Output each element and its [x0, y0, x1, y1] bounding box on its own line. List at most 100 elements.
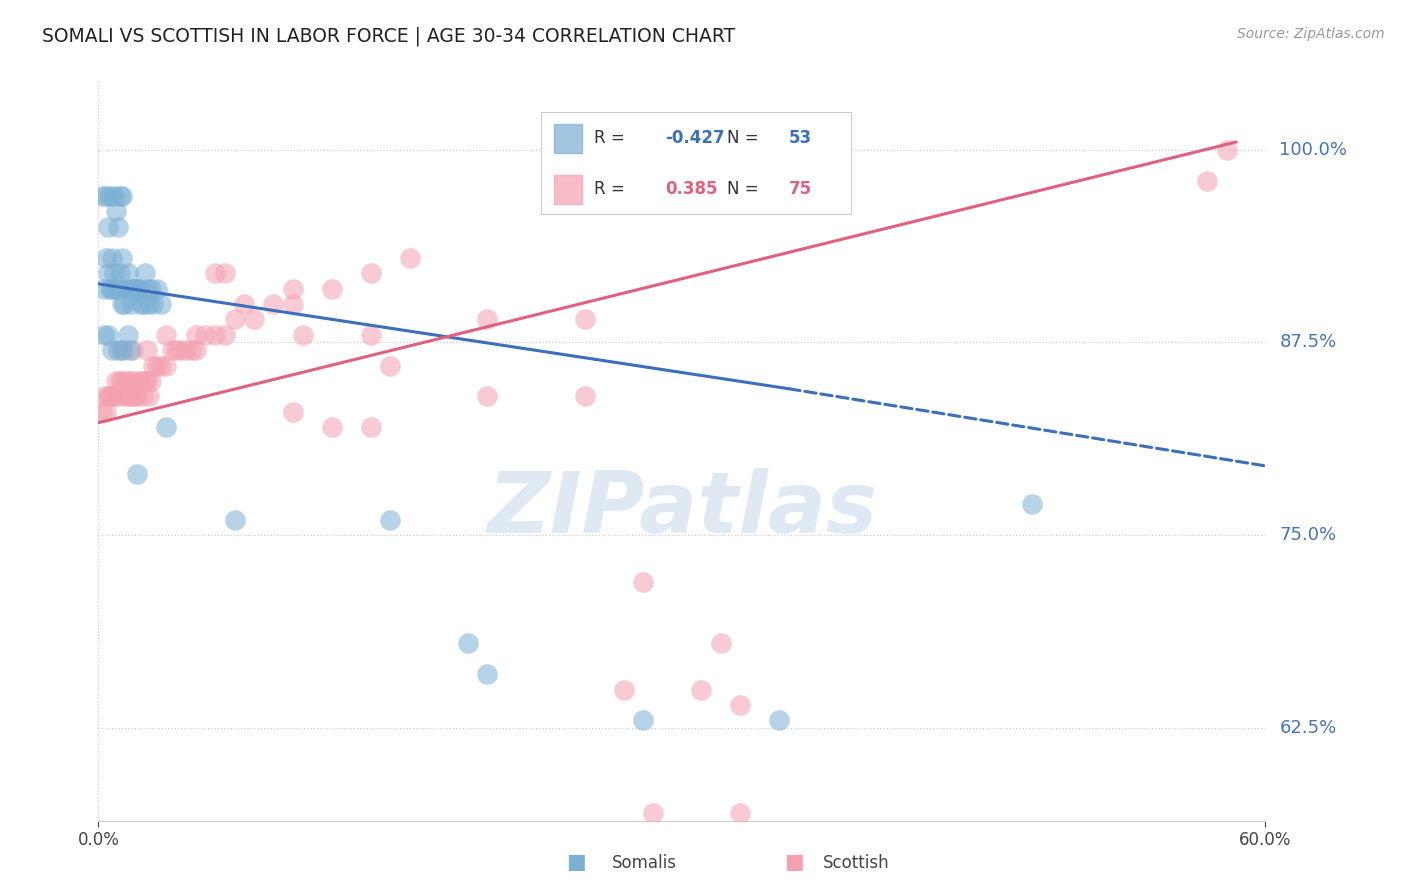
Point [710, 636, 733, 650]
Point [574, 312, 596, 326]
Text: Scottish: Scottish [823, 855, 889, 872]
Point [262, 297, 284, 311]
Point [641, 805, 664, 820]
Point [224, 513, 246, 527]
Text: 62.5%: 62.5% [1279, 719, 1337, 737]
Point [194, 327, 217, 342]
Point [124, 281, 146, 295]
Point [128, 281, 150, 295]
Point [214, 266, 236, 280]
Point [204, 266, 226, 280]
Point [169, 343, 191, 358]
Point [122, 374, 145, 388]
Bar [554, 175, 582, 204]
Point [136, 374, 159, 388]
Point [97, 266, 120, 280]
Point [1215, 143, 1237, 157]
Text: 53: 53 [789, 129, 811, 147]
Point [97, 327, 120, 342]
Text: 75.0%: 75.0% [1279, 526, 1337, 544]
Point [146, 359, 169, 373]
Point [114, 374, 136, 388]
Point [142, 359, 165, 373]
Point [146, 281, 169, 295]
Point [457, 636, 479, 650]
Point [690, 682, 713, 697]
Point [103, 389, 125, 403]
Point [124, 389, 146, 403]
Point [574, 389, 596, 403]
Point [111, 189, 134, 203]
Text: R =: R = [593, 180, 636, 198]
Point [129, 297, 152, 311]
Point [118, 343, 141, 358]
Point [111, 343, 134, 358]
Point [104, 374, 127, 388]
Point [380, 359, 402, 373]
Point [136, 281, 159, 295]
Point [111, 297, 134, 311]
Point [398, 251, 420, 265]
Text: Source: ZipAtlas.com: Source: ZipAtlas.com [1237, 27, 1385, 41]
Point [104, 281, 127, 295]
Point [730, 698, 752, 712]
Point [360, 327, 382, 342]
Point [477, 667, 499, 681]
Point [117, 389, 139, 403]
Point [149, 297, 172, 311]
Text: ■: ■ [567, 853, 586, 872]
Text: R =: R = [593, 129, 630, 147]
Point [174, 343, 197, 358]
Point [108, 266, 131, 280]
Point [108, 374, 131, 388]
Point [112, 389, 135, 403]
Point [224, 312, 246, 326]
Point [93, 389, 115, 403]
Point [631, 574, 654, 589]
Text: -0.427: -0.427 [665, 129, 724, 147]
Point [101, 251, 124, 265]
Point [1021, 498, 1043, 512]
Text: ZIPatlas: ZIPatlas [486, 468, 877, 551]
Point [101, 343, 124, 358]
Bar [554, 124, 582, 153]
Point [204, 327, 226, 342]
Text: 87.5%: 87.5% [1279, 334, 1337, 351]
Point [136, 343, 159, 358]
Text: 75: 75 [789, 180, 811, 198]
Point [98, 281, 121, 295]
Point [155, 420, 177, 434]
Point [118, 374, 141, 388]
Point [162, 343, 184, 358]
Point [107, 343, 129, 358]
Point [121, 297, 143, 311]
Point [121, 389, 143, 403]
Point [138, 389, 160, 403]
Point [477, 389, 499, 403]
Text: ■: ■ [785, 853, 804, 872]
Point [155, 327, 177, 342]
Point [138, 297, 160, 311]
Point [112, 297, 135, 311]
Point [360, 420, 382, 434]
Point [103, 189, 125, 203]
Point [127, 389, 149, 403]
Point [291, 327, 314, 342]
Point [730, 805, 752, 820]
Point [96, 251, 118, 265]
Point [108, 189, 131, 203]
Text: SOMALI VS SCOTTISH IN LABOR FORCE | AGE 30-34 CORRELATION CHART: SOMALI VS SCOTTISH IN LABOR FORCE | AGE … [42, 27, 735, 46]
Point [155, 359, 177, 373]
Point [613, 682, 636, 697]
Point [101, 281, 124, 295]
Point [97, 389, 120, 403]
Text: N =: N = [727, 129, 763, 147]
Point [134, 374, 156, 388]
Point [214, 327, 236, 342]
Point [107, 219, 129, 234]
Point [107, 389, 129, 403]
Text: 100.0%: 100.0% [1279, 141, 1347, 159]
Point [118, 281, 141, 295]
Point [184, 327, 207, 342]
Point [104, 204, 127, 219]
